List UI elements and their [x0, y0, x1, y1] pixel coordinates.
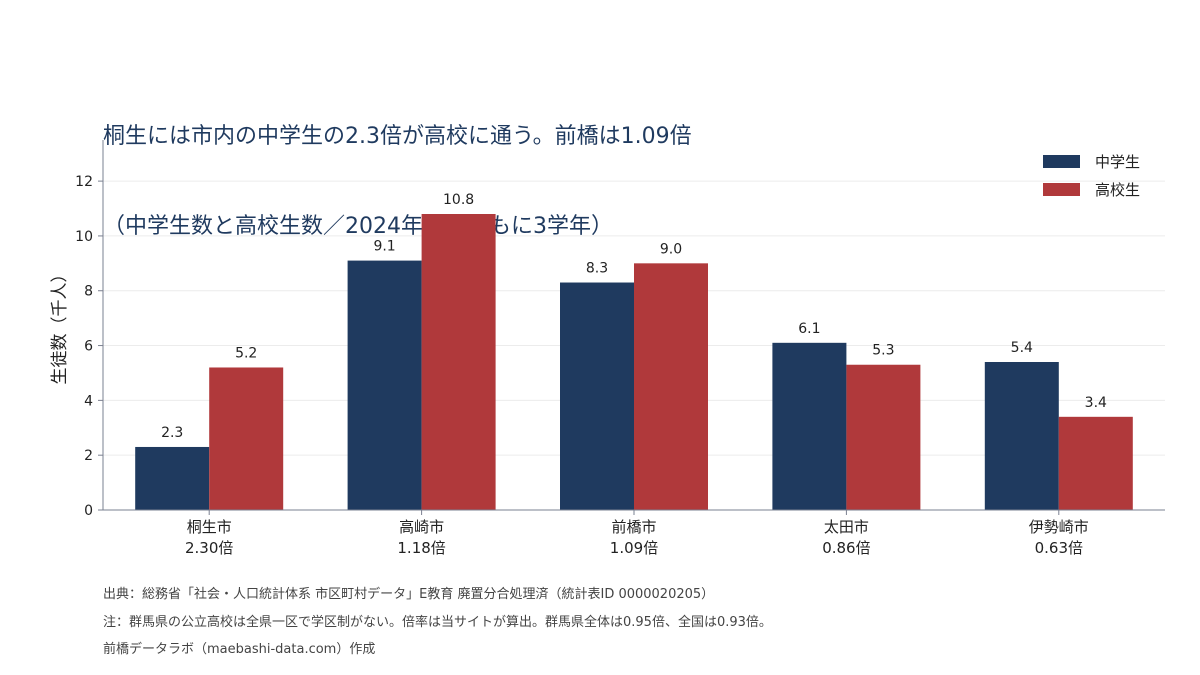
y-tick-label: 6 [84, 339, 93, 355]
chart-title-line-2: （中学生数と高校生数／2024年度・ともに3学年） [103, 214, 613, 239]
y-tick-label: 2 [84, 448, 93, 464]
legend-label: 中学生 [1095, 153, 1140, 171]
chart-title: 桐生には市内の中学生の2.3倍が高校に通う。前橋は1.09倍 （中学生数と高校生… [103, 62, 692, 272]
y-tick-label: 0 [84, 503, 93, 519]
x-tick-label: 伊勢崎市 [1029, 518, 1089, 536]
y-tick-label: 10 [75, 229, 93, 245]
data-label: 10.8 [443, 192, 474, 208]
chart-title-line-1: 桐生には市内の中学生の2.3倍が高校に通う。前橋は1.09倍 [103, 124, 692, 149]
footer-credit: 前橋データラボ（maebashi-data.com）作成 [103, 642, 376, 657]
footer-note: 注：群馬県の公立高校は全県一区で学区制がない。倍率は当サイトが算出。群馬県全体は… [103, 615, 772, 630]
y-tick-label: 12 [75, 174, 93, 190]
data-label: 5.2 [235, 345, 257, 361]
legend-swatch [1043, 183, 1080, 196]
y-axis-label: 生徒数（千人） [50, 266, 70, 385]
x-tick-sublabel: 0.63倍 [1035, 539, 1083, 557]
bar-junior-high [560, 282, 634, 510]
x-tick-sublabel: 1.18倍 [397, 539, 445, 557]
data-label: 5.3 [872, 343, 894, 359]
x-tick-label: 桐生市 [187, 518, 232, 536]
data-label: 9.1 [373, 239, 395, 255]
bar-high-school [209, 367, 284, 510]
x-tick-label: 前橋市 [611, 518, 656, 536]
x-tick-label: 高崎市 [399, 518, 444, 536]
data-label: 9.0 [660, 241, 682, 257]
bar-high-school [421, 214, 496, 510]
x-tick-sublabel: 0.86倍 [822, 539, 870, 557]
bar-junior-high [772, 342, 847, 510]
bar-junior-high [135, 446, 210, 510]
bar-junior-high [347, 260, 422, 510]
x-tick-sublabel: 2.30倍 [185, 539, 233, 557]
data-label: 8.3 [586, 261, 608, 277]
y-tick-label: 4 [84, 393, 93, 409]
bar-high-school [846, 364, 921, 510]
footer-source: 出典：総務省「社会・人口統計体系 市区町村データ」E教育 廃置分合処理済（統計表… [103, 587, 715, 602]
data-label: 5.4 [1011, 340, 1033, 356]
x-tick-label: 太田市 [824, 518, 869, 536]
data-label: 3.4 [1085, 395, 1107, 411]
data-label: 2.3 [161, 425, 183, 441]
legend-label: 高校生 [1095, 181, 1140, 199]
legend-swatch [1043, 155, 1080, 168]
bar-junior-high [984, 362, 1059, 510]
bar-high-school [634, 263, 708, 510]
data-label: 6.1 [798, 321, 820, 337]
y-tick-label: 8 [84, 284, 93, 300]
bar-high-school [1058, 416, 1133, 510]
x-tick-sublabel: 1.09倍 [610, 539, 658, 557]
